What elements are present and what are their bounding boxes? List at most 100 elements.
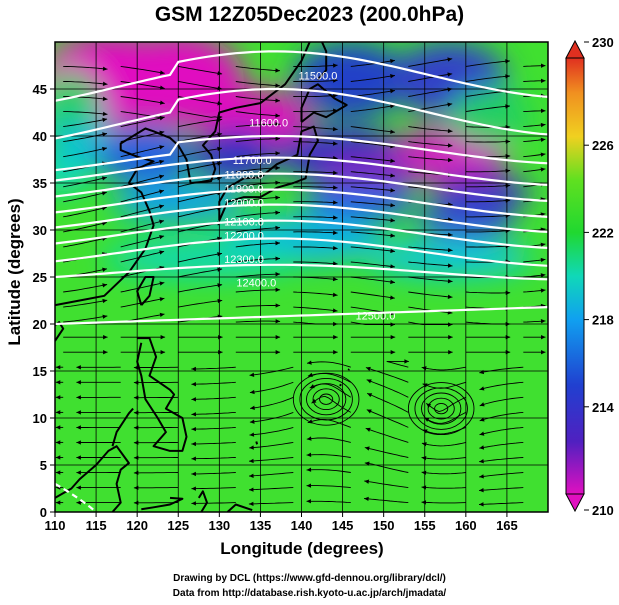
streamline-arrowhead bbox=[217, 252, 222, 257]
streamline bbox=[120, 145, 165, 158]
streamline-arrowhead bbox=[447, 294, 453, 299]
streamline bbox=[479, 411, 524, 422]
circulation-loop bbox=[306, 383, 347, 416]
streamline-arrowhead bbox=[540, 319, 546, 324]
streamline-arrowhead bbox=[447, 263, 453, 268]
streamline-arrowhead bbox=[505, 334, 511, 340]
streamline-arrowhead bbox=[160, 334, 166, 340]
streamline bbox=[465, 321, 511, 325]
streamline-arrowhead bbox=[101, 191, 107, 196]
streamline bbox=[350, 171, 396, 177]
streamline-arrowhead bbox=[76, 485, 81, 490]
streamline-arrowhead bbox=[275, 225, 280, 231]
streamline-arrowhead bbox=[275, 136, 281, 141]
streamline bbox=[421, 366, 466, 371]
streamline-arrowhead bbox=[447, 279, 453, 284]
streamline-arrowhead bbox=[191, 471, 196, 477]
streamline-arrowhead bbox=[217, 176, 222, 181]
streamline bbox=[293, 94, 338, 98]
streamline-arrowhead bbox=[479, 431, 485, 436]
streamline bbox=[465, 184, 511, 188]
streamline bbox=[306, 485, 351, 489]
streamline-arrowhead bbox=[275, 151, 281, 156]
streamline bbox=[311, 395, 352, 413]
streamline-arrowhead bbox=[306, 467, 312, 472]
streamline bbox=[248, 487, 294, 491]
height-contour-label: 12000.0 bbox=[224, 198, 264, 210]
streamline bbox=[367, 392, 409, 413]
streamline-arrowhead bbox=[275, 256, 281, 261]
streamline bbox=[120, 131, 165, 143]
streamline-arrowhead bbox=[217, 267, 223, 272]
coastlines bbox=[55, 42, 350, 512]
streamline bbox=[350, 231, 396, 237]
streamline bbox=[408, 156, 453, 161]
coastline bbox=[197, 490, 208, 512]
colorbar-tick-label: 218 bbox=[592, 313, 614, 328]
streamline bbox=[306, 469, 351, 473]
streamline-arrowhead bbox=[421, 485, 427, 490]
streamline-arrowhead bbox=[333, 185, 338, 190]
streamline bbox=[120, 282, 165, 293]
streamline-arrowhead bbox=[540, 242, 546, 247]
streamline bbox=[350, 156, 396, 162]
streamline-arrowhead bbox=[332, 141, 338, 146]
coastline bbox=[55, 42, 311, 307]
streamline bbox=[178, 111, 223, 118]
streamline-arrowhead bbox=[76, 500, 81, 505]
circulation-loop bbox=[421, 392, 462, 425]
height-contour-label: 11600.0 bbox=[249, 118, 288, 130]
streamline-arrowhead bbox=[101, 221, 107, 226]
streamline-arrowhead bbox=[333, 334, 338, 340]
streamline-arrowhead bbox=[306, 499, 311, 504]
streamline bbox=[465, 291, 511, 294]
height-contour bbox=[55, 156, 548, 186]
streamline-arrowhead bbox=[505, 74, 510, 79]
streamline bbox=[293, 79, 338, 83]
streamline-arrowhead bbox=[332, 93, 338, 98]
streamline bbox=[465, 60, 510, 67]
streamline bbox=[178, 299, 223, 308]
streamline-arrowhead bbox=[448, 334, 453, 340]
streamline bbox=[178, 177, 222, 188]
colorbar-tick-label: 222 bbox=[592, 225, 614, 240]
streamline bbox=[235, 258, 281, 263]
streamline-arrowhead bbox=[217, 101, 223, 106]
streamline-arrowhead bbox=[365, 427, 371, 432]
streamline-arrowhead bbox=[159, 174, 165, 179]
y-axis-title: Latitude (degrees) bbox=[5, 198, 24, 345]
streamline-arrowhead bbox=[55, 380, 61, 385]
streamline bbox=[364, 480, 409, 489]
streamline-arrowhead bbox=[55, 425, 61, 430]
figure-title: GSM 12Z05Dec2023 (200.0hPa) bbox=[154, 3, 465, 26]
streamline bbox=[364, 447, 409, 458]
streamline-arrowhead bbox=[159, 145, 165, 150]
streamline-arrowhead bbox=[332, 108, 338, 113]
height-contour-label: 11500.0 bbox=[298, 71, 337, 83]
streamline-arrowhead bbox=[133, 455, 139, 460]
streamline-arrowhead bbox=[447, 128, 453, 134]
streamline bbox=[293, 156, 338, 159]
streamline-arrowhead bbox=[102, 146, 107, 152]
streamline bbox=[235, 320, 281, 323]
streamline-arrowhead bbox=[159, 234, 165, 240]
y-tick-label: 35 bbox=[33, 176, 47, 191]
streamline-arrowhead bbox=[332, 170, 338, 175]
streamline bbox=[235, 212, 281, 218]
streamline-arrowhead bbox=[540, 63, 546, 68]
streamline bbox=[350, 321, 395, 325]
height-contour bbox=[55, 134, 548, 172]
streamline bbox=[235, 81, 281, 87]
streamline-arrowhead bbox=[333, 230, 338, 235]
streamline bbox=[408, 276, 453, 282]
streamline bbox=[479, 396, 524, 407]
streamline-arrowhead bbox=[332, 63, 338, 68]
height-contour-label: 12100.0 bbox=[224, 216, 264, 228]
streamline bbox=[465, 245, 511, 248]
height-contour-label: 11900.0 bbox=[225, 183, 264, 195]
height-contours bbox=[55, 50, 548, 512]
streamline bbox=[350, 291, 395, 299]
streamline-arrowhead bbox=[479, 402, 485, 407]
streamline-arrowhead bbox=[479, 459, 484, 464]
streamline-arrowhead bbox=[275, 122, 281, 127]
